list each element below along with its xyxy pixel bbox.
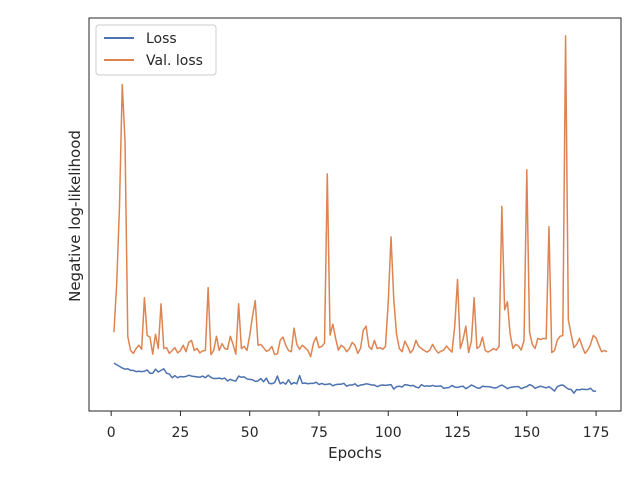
- x-tick-label: 150: [513, 425, 540, 441]
- x-tick-label: 75: [310, 425, 328, 441]
- legend: Loss Val. loss: [95, 24, 217, 76]
- series-line-val-loss: [113, 35, 608, 358]
- x-tick-label: 25: [172, 425, 190, 441]
- legend-label-loss: Loss: [146, 31, 177, 47]
- series-line-loss: [113, 362, 597, 394]
- x-tick-label: 50: [241, 425, 259, 441]
- x-tick-label: 125: [444, 425, 471, 441]
- x-tick-label: 175: [583, 425, 610, 441]
- legend-label-val-loss: Val. loss: [146, 53, 203, 69]
- x-tick-label: 0: [107, 425, 116, 441]
- x-axis-label: Epochs: [328, 444, 382, 462]
- plot-frame: [88, 17, 622, 412]
- y-axis-label: Negative log-likelihood: [66, 130, 84, 302]
- series-layer: [113, 35, 608, 394]
- x-tick-label: 100: [375, 425, 402, 441]
- x-ticks: 0 25 50 75 100 125 150 175: [107, 411, 610, 441]
